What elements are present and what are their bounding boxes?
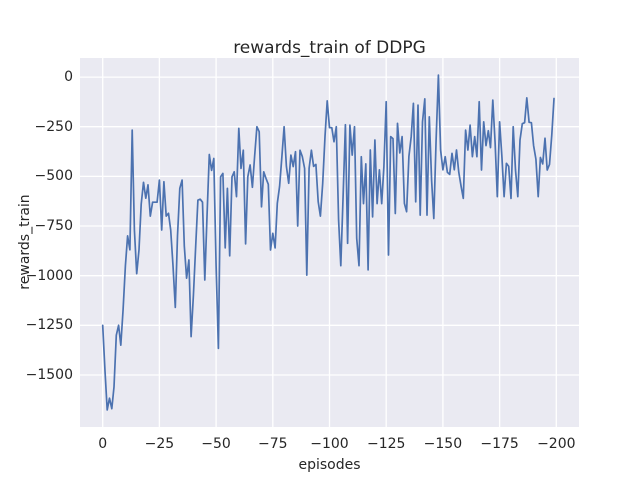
x-tick-label: −100 bbox=[310, 436, 349, 452]
y-tick-label: −1000 bbox=[25, 267, 73, 284]
chart-title: rewards_train of DDPG bbox=[233, 38, 426, 58]
data-line bbox=[101, 74, 555, 411]
x-tick-label: −175 bbox=[480, 436, 519, 452]
x-tick-label: −125 bbox=[366, 436, 406, 452]
x-tick-label: 0 bbox=[98, 436, 108, 452]
x-tick-label: −25 bbox=[144, 436, 175, 452]
plot-area bbox=[80, 58, 579, 427]
x-axis-label: episodes bbox=[298, 457, 361, 473]
x-tick-label: −150 bbox=[423, 436, 463, 452]
y-tick-label: −750 bbox=[34, 218, 73, 235]
y-tick-label: −1250 bbox=[25, 317, 73, 334]
x-tick-label: −200 bbox=[537, 436, 576, 452]
x-tick-label: −50 bbox=[201, 436, 231, 452]
y-tick-label: −1500 bbox=[25, 366, 73, 383]
y-tick-label: −500 bbox=[34, 168, 73, 185]
y-tick-label: −250 bbox=[34, 118, 73, 135]
x-tick-label: −75 bbox=[258, 436, 288, 452]
y-tick-label: 0 bbox=[64, 69, 73, 86]
